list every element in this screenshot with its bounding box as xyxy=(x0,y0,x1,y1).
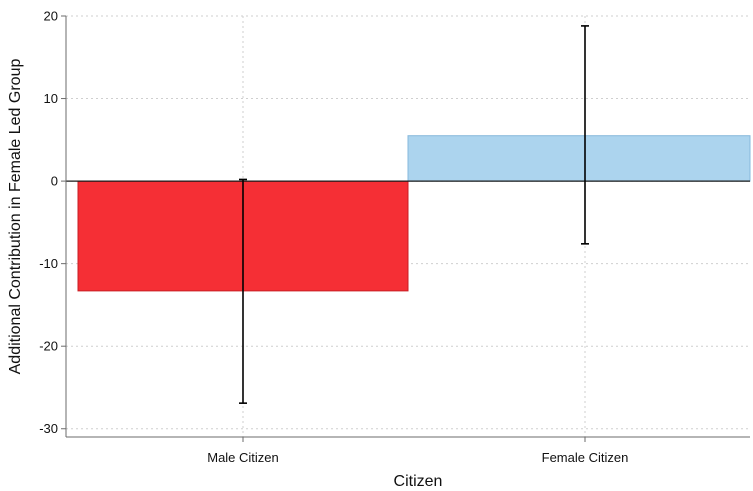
bar-female-citizen xyxy=(407,135,751,182)
x-tick-label: Female Citizen xyxy=(542,450,629,465)
y-axis-title: Additional Contribution in Female Led Gr… xyxy=(7,59,24,375)
y-tick-label: -30 xyxy=(39,421,58,436)
y-tick-label: 20 xyxy=(44,9,58,24)
y-tick-label: 10 xyxy=(44,91,58,106)
error-bar xyxy=(581,25,589,245)
x-ticks: Male Citizen Female Citizen xyxy=(207,437,628,465)
y-ticks: 20 10 0 -10 -20 -30 xyxy=(39,9,66,436)
error-bars xyxy=(239,25,589,404)
x-tick-label: Male Citizen xyxy=(207,450,279,465)
y-tick-label: -10 xyxy=(39,256,58,271)
x-axis-title: Citizen xyxy=(394,473,443,490)
y-tick-label: -20 xyxy=(39,339,58,354)
y-tick-label: 0 xyxy=(51,174,58,189)
error-bar xyxy=(239,178,247,404)
axes xyxy=(65,16,750,438)
bars xyxy=(77,135,751,292)
